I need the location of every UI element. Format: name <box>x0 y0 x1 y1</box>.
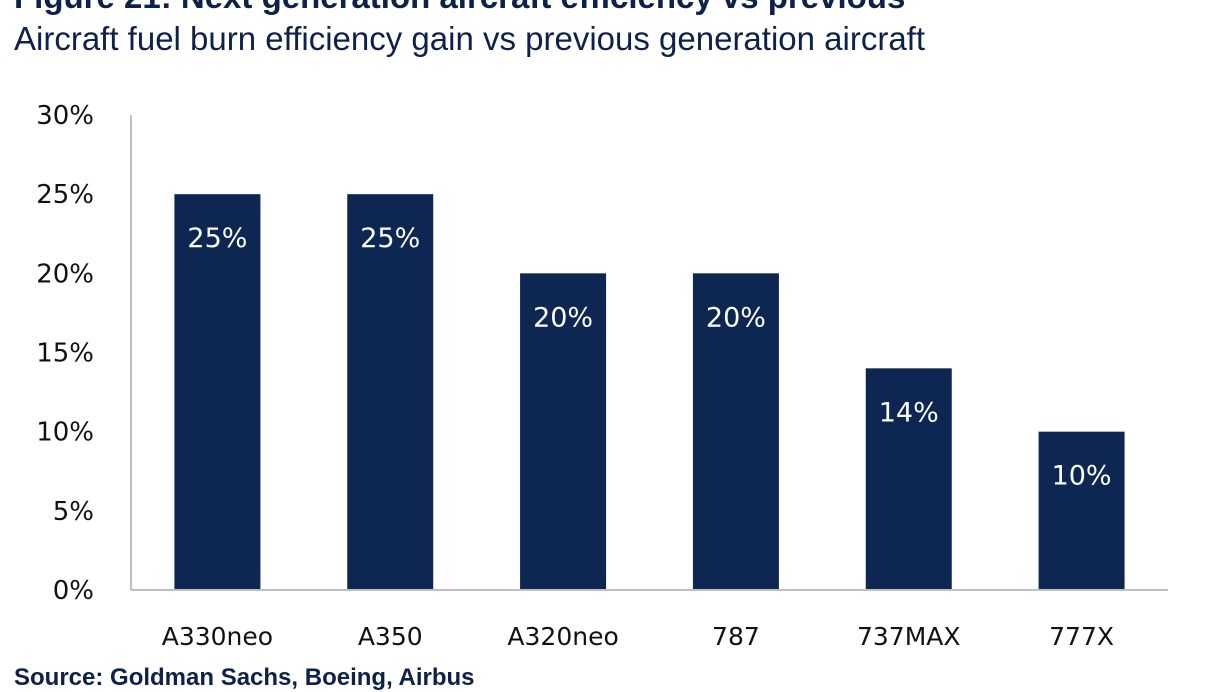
y-axis-ticks: 0% 5% 10% 15% 20% 25% 30% <box>36 101 94 606</box>
bar <box>520 273 607 590</box>
data-label: 14% <box>879 397 939 428</box>
bar <box>692 273 779 590</box>
x-tick-label: 737MAX <box>857 622 961 651</box>
bar-chart: 0% 5% 10% 15% 20% 25% 30% 25% 25% 20% 20% 14% 10% A… <box>36 101 1168 651</box>
y-tick-label: 15% <box>36 339 94 369</box>
x-tick-label: A350 <box>358 622 423 651</box>
data-label: 20% <box>706 302 766 333</box>
data-label: 20% <box>533 302 593 333</box>
bar <box>865 368 952 590</box>
x-tick-label: A320neo <box>507 622 618 651</box>
data-labels: 25% 25% 20% 20% 14% 10% <box>187 223 1112 492</box>
y-tick-label: 30% <box>36 101 94 131</box>
data-label: 25% <box>360 223 420 254</box>
x-tick-label: 777X <box>1049 622 1114 651</box>
x-tick-label: 787 <box>712 622 760 651</box>
bar <box>347 194 434 590</box>
source-note: Source: Goldman Sachs, Boeing, Airbus <box>14 664 475 691</box>
data-label: 10% <box>1052 461 1112 492</box>
bar <box>174 194 261 590</box>
y-tick-label: 10% <box>36 418 94 448</box>
x-tick-label: A330neo <box>162 622 273 651</box>
bars <box>174 194 1125 590</box>
x-axis-categories: A330neo A350 A320neo 787 737MAX 777X <box>162 622 1114 651</box>
bar <box>1038 431 1125 590</box>
y-tick-label: 25% <box>36 180 94 210</box>
chart-title: Figure 21: Next generation aircraft effi… <box>14 0 905 16</box>
data-label: 25% <box>187 223 247 254</box>
y-tick-label: 0% <box>53 576 94 606</box>
chart-subtitle: Aircraft fuel burn efficiency gain vs pr… <box>14 20 926 57</box>
y-tick-label: 20% <box>36 259 94 289</box>
y-tick-label: 5% <box>53 497 94 527</box>
